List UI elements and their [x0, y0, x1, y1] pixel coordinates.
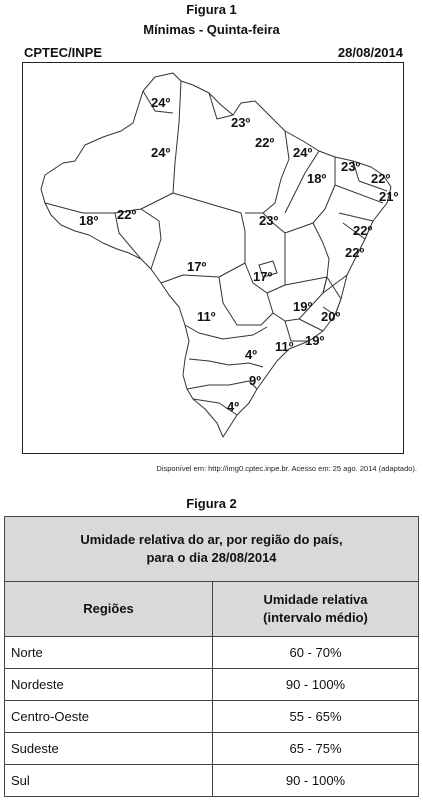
table-caption-row: Umidade relativa do ar, por região do pa… [4, 516, 419, 582]
brazil-map [40, 72, 392, 438]
border-ro [114, 208, 162, 270]
temp-parana: 4º [245, 347, 257, 362]
border-sp [218, 276, 274, 326]
table-row: Sul 90 - 100% [4, 764, 419, 797]
temp-belem: 22º [255, 135, 275, 150]
column-header-humidity: Umidade relativa (intervalo médio) [212, 581, 419, 637]
border-ba [312, 222, 348, 294]
temp-amazonas: 24º [151, 145, 171, 160]
map-credit: Disponível em: http://img0.cptec.inpe.br… [156, 464, 417, 473]
table-row: Sudeste 65 - 75% [4, 732, 419, 765]
humidity-cell: 55 - 65% [212, 700, 419, 733]
region-cell: Nordeste [4, 668, 213, 701]
figure-1-label: Figura 1 [186, 2, 237, 17]
temp-santa-catarina: 9º [249, 373, 261, 388]
border-am-pa [172, 80, 182, 194]
table-caption: Umidade relativa do ar, por região do pa… [4, 516, 419, 582]
border-es [322, 276, 342, 316]
region-cell: Sudeste [4, 732, 213, 765]
border-pi-ce [284, 157, 336, 234]
border-ma-pi [284, 150, 320, 214]
border-rr [142, 90, 174, 114]
border-mt [140, 192, 246, 232]
border-ap [208, 92, 234, 120]
border-mt-ms [160, 262, 246, 284]
table-row: Nordeste 90 - 100% [4, 668, 419, 701]
humidity-header-line-2: (intervalo médio) [263, 610, 368, 625]
temp-ms: 11º [197, 309, 216, 324]
region-cell: Norte [4, 636, 213, 669]
border-pb-pe [334, 180, 388, 204]
border-rs-inner [192, 398, 238, 416]
figure-2-label: Figura 2 [186, 496, 237, 511]
table-caption-line-1: Umidade relativa do ar, por região do pa… [80, 532, 343, 547]
temp-rn: 22º [371, 171, 391, 186]
temp-bahia-coast: 22º [345, 245, 365, 260]
temp-rio-grande-do-sul: 4º [227, 399, 239, 414]
temp-mato-grosso: 17º [187, 259, 207, 274]
temp-rondonia-west: 22º [117, 207, 137, 222]
temp-roraima: 24º [151, 95, 171, 110]
column-header-region: Regiões [4, 581, 213, 637]
brazil-outline [40, 72, 392, 438]
border-al-se [338, 212, 374, 240]
temp-goias: 17º [253, 269, 273, 284]
temp-alagoas: 22º [353, 223, 373, 238]
humidity-cell: 65 - 75% [212, 732, 419, 765]
region-cell: Sul [4, 764, 213, 797]
temp-acre: 18º [79, 213, 99, 228]
table-row: Centro-Oeste 55 - 65% [4, 700, 419, 733]
border-pr [184, 324, 268, 340]
temp-tocantins: 23º [259, 213, 279, 228]
temp-maranhao: 24º [293, 145, 313, 160]
border-ce-rn [352, 160, 360, 182]
table-caption-line-2: para o dia 28/08/2014 [146, 550, 277, 565]
border-to [245, 212, 286, 253]
table-header-row: Regiões Umidade relativa (intervalo médi… [4, 581, 419, 637]
border-df [258, 260, 278, 278]
map-date: 28/08/2014 [337, 45, 403, 60]
humidity-cell: 90 - 100% [212, 668, 419, 701]
region-cell: Centro-Oeste [4, 700, 213, 733]
temp-minas: 19º [293, 299, 313, 314]
temp-amapa: 23º [231, 115, 251, 130]
map-source: CPTEC/INPE [24, 45, 103, 60]
border-pa-ma [262, 130, 290, 214]
border-rj [284, 318, 324, 342]
temp-pernambuco: 21º [379, 189, 399, 204]
humidity-cell: 90 - 100% [212, 764, 419, 797]
humidity-cell: 60 - 70% [212, 636, 419, 669]
temp-piaui: 18º [307, 171, 327, 186]
border-ac [44, 202, 115, 214]
humidity-header-line-1: Umidade relativa [263, 592, 368, 607]
figure-1-subtitle: Mínimas - Quinta-feira [143, 22, 280, 37]
table-row: Norte 60 - 70% [4, 636, 419, 669]
border-sc [188, 358, 264, 368]
humidity-table: Umidade relativa do ar, por região do pa… [4, 516, 419, 797]
border-rs [186, 380, 258, 390]
temp-rio: 19º [305, 333, 325, 348]
temp-sao-paulo: 11º [275, 339, 294, 354]
temp-ceara: 23º [341, 159, 361, 174]
temp-es: 20º [321, 309, 341, 324]
map-frame: 24º 24º 23º 22º 24º 23º 22º 18º 21º 18º … [22, 62, 404, 454]
border-go [244, 231, 286, 294]
